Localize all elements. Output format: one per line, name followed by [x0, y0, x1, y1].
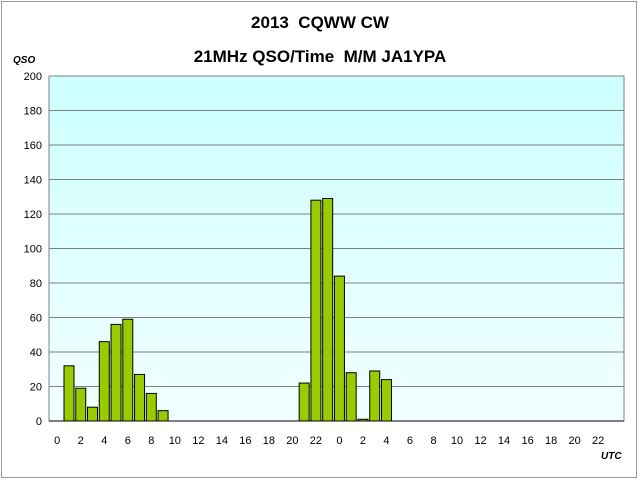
y-axis-label: QSO	[13, 55, 36, 66]
bar-hour-8	[145, 392, 157, 422]
bar-hour-7	[134, 373, 146, 422]
x-tick-label: 4	[101, 435, 107, 447]
x-tick-label: 2	[78, 435, 84, 447]
x-tick-label: 20	[286, 435, 298, 447]
y-tick-label: 140	[24, 175, 42, 187]
bar-hour-2	[75, 387, 87, 422]
x-tick-label: 10	[451, 435, 463, 447]
y-tick-label: 160	[24, 140, 42, 152]
y-tick-label: 80	[30, 278, 42, 290]
chart-title: 2013 CQWW CW	[251, 13, 389, 32]
x-tick-label: 16	[521, 435, 533, 447]
x-tick-label: 4	[383, 435, 389, 447]
y-tick-label: 40	[30, 347, 42, 359]
y-tick-label: 20	[30, 382, 42, 394]
x-tick-label: 6	[407, 435, 413, 447]
bar-hour-9	[157, 410, 169, 422]
bar-hour-1	[63, 365, 75, 422]
x-tick-label: 12	[474, 435, 486, 447]
x-tick-label: 0	[54, 435, 60, 447]
x-tick-label: 22	[310, 435, 322, 447]
x-tick-label: 16	[239, 435, 251, 447]
x-tick-label: 14	[498, 435, 510, 447]
bar-hour-23	[322, 197, 334, 422]
y-tick-label: 60	[30, 313, 42, 325]
x-axis-label: UTC	[601, 451, 622, 462]
bar-hour-22	[310, 199, 322, 422]
x-tick-label: 18	[263, 435, 275, 447]
bar-hour-5	[110, 323, 122, 422]
y-tick-label: 120	[24, 209, 42, 221]
x-tick-label: 2	[360, 435, 366, 447]
bar-hour-6	[122, 318, 134, 422]
x-tick-label: 22	[592, 435, 604, 447]
x-tick-label: 14	[216, 435, 228, 447]
bar-hour-3	[87, 406, 99, 422]
chart-subtitle: 21MHz QSO/Time M/M JA1YPA	[193, 47, 447, 66]
y-tick-label: 100	[24, 244, 42, 256]
bar-hour-27	[369, 370, 381, 422]
x-tick-label: 18	[545, 435, 557, 447]
y-tick-label: 200	[24, 71, 42, 83]
bar-hour-28	[380, 379, 392, 422]
y-tick-label: 180	[24, 106, 42, 118]
x-tick-label: 0	[336, 435, 342, 447]
bar-hour-4	[98, 341, 110, 422]
x-tick-label: 8	[148, 435, 154, 447]
x-tick-label: 20	[568, 435, 580, 447]
bar-hour-24	[333, 275, 345, 422]
x-tick-label: 10	[169, 435, 181, 447]
x-tick-label: 12	[192, 435, 204, 447]
x-tick-label: 6	[125, 435, 131, 447]
y-tick-label: 0	[36, 416, 42, 428]
bar-hour-21	[298, 382, 310, 422]
x-tick-label: 8	[430, 435, 436, 447]
bar-hour-25	[345, 372, 357, 422]
